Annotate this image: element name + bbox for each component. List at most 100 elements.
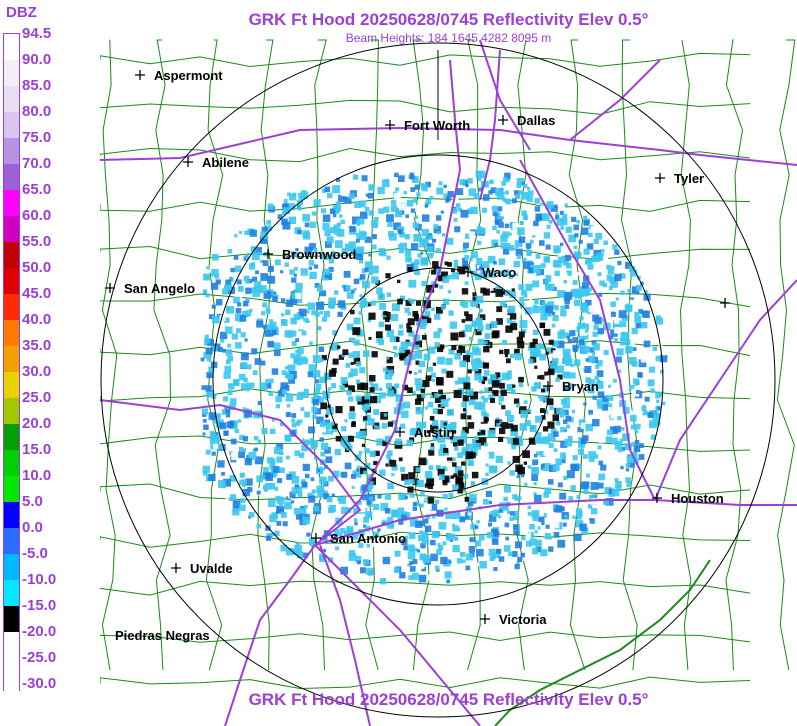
echo-pixel bbox=[285, 393, 294, 402]
echo-pixel bbox=[425, 306, 429, 311]
echo-pixel bbox=[452, 457, 456, 461]
echo-pixel bbox=[265, 309, 271, 314]
echo-pixel bbox=[398, 493, 405, 501]
echo-pixel bbox=[263, 485, 268, 490]
echo-pixel bbox=[441, 233, 446, 237]
echo-pixel bbox=[617, 260, 622, 266]
echo-pixel bbox=[495, 455, 503, 463]
echo-pixel bbox=[660, 354, 668, 363]
echo-pixel bbox=[362, 350, 370, 357]
echo-pixel bbox=[356, 246, 365, 254]
echo-pixel bbox=[547, 283, 555, 291]
echo-pixel bbox=[442, 541, 447, 546]
echo-pixel bbox=[331, 383, 337, 389]
echo-pixel bbox=[306, 532, 311, 537]
echo-pixel bbox=[538, 269, 545, 276]
color-scale-segment bbox=[4, 138, 19, 164]
echo-pixel bbox=[383, 311, 391, 320]
echo-pixel bbox=[437, 542, 441, 547]
echo-pixel bbox=[265, 473, 273, 482]
echo-pixel bbox=[420, 326, 427, 333]
echo-pixel bbox=[219, 422, 227, 430]
echo-pixel bbox=[256, 523, 261, 529]
echo-pixel bbox=[597, 482, 604, 489]
echo-pixel bbox=[376, 287, 383, 294]
echo-pixel bbox=[603, 240, 608, 245]
echo-pixel bbox=[542, 513, 547, 518]
echo-pixel bbox=[469, 493, 477, 502]
echo-pixel bbox=[540, 549, 548, 557]
echo-pixel bbox=[611, 312, 616, 317]
echo-pixel bbox=[546, 224, 551, 229]
legend-tick-label: 10.0 bbox=[22, 467, 52, 484]
echo-pixel bbox=[401, 410, 409, 418]
echo-pixel bbox=[355, 405, 360, 409]
echo-pixel bbox=[387, 450, 393, 456]
echo-pixel bbox=[490, 373, 497, 381]
echo-pixel bbox=[507, 437, 514, 444]
echo-pixel bbox=[475, 170, 483, 178]
echo-pixel bbox=[452, 544, 460, 553]
echo-pixel bbox=[447, 397, 451, 401]
echo-pixel bbox=[364, 448, 370, 454]
color-scale-segment bbox=[4, 684, 19, 710]
echo-pixel bbox=[431, 269, 436, 275]
echo-pixel bbox=[521, 535, 526, 541]
echo-pixel bbox=[275, 404, 280, 409]
echo-pixel bbox=[414, 184, 420, 190]
echo-pixel bbox=[438, 474, 445, 480]
echo-pixel bbox=[462, 559, 466, 563]
echo-pixel bbox=[424, 502, 432, 510]
echo-pixel bbox=[499, 270, 505, 277]
echo-pixel bbox=[625, 468, 630, 472]
echo-pixel bbox=[252, 289, 261, 297]
echo-pixel bbox=[434, 499, 440, 504]
city-marker-icon bbox=[652, 493, 662, 503]
echo-pixel bbox=[477, 324, 484, 332]
echo-pixel bbox=[297, 347, 304, 355]
echo-pixel bbox=[368, 496, 373, 501]
echo-pixel bbox=[399, 242, 408, 250]
echo-pixel bbox=[496, 423, 500, 427]
echo-pixel bbox=[573, 245, 578, 250]
echo-pixel bbox=[382, 556, 391, 565]
echo-pixel bbox=[542, 275, 546, 279]
echo-pixel bbox=[362, 559, 369, 566]
echo-pixel bbox=[554, 270, 560, 276]
echo-pixel bbox=[369, 450, 376, 457]
county-line bbox=[100, 531, 751, 548]
echo-pixel bbox=[434, 313, 441, 320]
echo-pixel bbox=[485, 472, 489, 476]
echo-pixel bbox=[529, 342, 536, 348]
echo-pixel bbox=[404, 307, 410, 313]
color-scale-segment bbox=[4, 164, 19, 190]
echo-pixel bbox=[317, 468, 321, 473]
echo-pixel bbox=[591, 508, 598, 515]
echo-pixel bbox=[245, 401, 253, 409]
echo-pixel bbox=[565, 226, 572, 233]
echo-pixel bbox=[203, 273, 210, 281]
echo-pixel bbox=[443, 447, 449, 453]
echo-pixel bbox=[283, 199, 288, 203]
echo-pixel bbox=[329, 301, 335, 306]
echo-pixel bbox=[598, 460, 604, 466]
echo-pixel bbox=[610, 413, 616, 419]
echo-pixel bbox=[523, 400, 528, 405]
echo-pixel bbox=[399, 572, 406, 579]
echo-pixel bbox=[572, 455, 578, 461]
echo-pixel bbox=[384, 178, 389, 184]
legend-tick-label: -30.0 bbox=[22, 675, 57, 692]
echo-pixel bbox=[332, 185, 341, 194]
echo-pixel bbox=[434, 396, 442, 403]
echo-pixel bbox=[341, 353, 345, 358]
echo-pixel bbox=[352, 327, 361, 336]
echo-pixel bbox=[630, 269, 638, 277]
echo-pixel bbox=[582, 435, 589, 442]
echo-pixel bbox=[496, 548, 501, 554]
echo-pixel bbox=[553, 305, 559, 311]
echo-pixel bbox=[373, 460, 378, 466]
echo-pixel bbox=[327, 192, 333, 199]
echo-pixel bbox=[333, 224, 340, 231]
echo-pixel bbox=[275, 395, 282, 403]
echo-pixel bbox=[432, 353, 438, 358]
